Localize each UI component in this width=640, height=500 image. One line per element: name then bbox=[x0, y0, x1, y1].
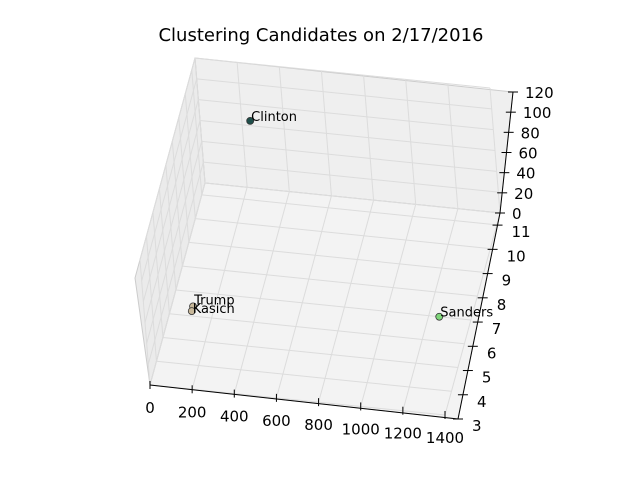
grid-line bbox=[146, 141, 203, 344]
point-clinton bbox=[246, 117, 255, 125]
x-axis-line bbox=[149, 384, 459, 420]
grid-line bbox=[149, 182, 206, 386]
y-tick-label: 5 bbox=[482, 369, 492, 387]
x-tick-label: 1400 bbox=[426, 429, 464, 447]
y-tick-label: 7 bbox=[492, 320, 502, 338]
y-axis-line bbox=[457, 212, 501, 420]
grid-line bbox=[175, 289, 471, 321]
grid-line bbox=[199, 120, 496, 151]
grid-line bbox=[198, 99, 494, 131]
x-tick-label: 600 bbox=[262, 412, 291, 430]
grid-line bbox=[204, 182, 501, 214]
y-tick-label: 9 bbox=[502, 272, 512, 290]
point-label-trump: Trump bbox=[193, 293, 235, 308]
x-tick-label: 400 bbox=[220, 408, 249, 426]
grid-line bbox=[162, 336, 458, 368]
grid-line bbox=[182, 265, 478, 297]
y-tick-label: 3 bbox=[472, 417, 482, 435]
x-tick-label: 800 bbox=[304, 416, 333, 434]
z-tick-label: 120 bbox=[525, 84, 554, 102]
grid-lines bbox=[139, 57, 501, 416]
grid-line bbox=[194, 57, 491, 89]
z-tick-label: 100 bbox=[523, 104, 552, 122]
grid-line bbox=[195, 218, 491, 250]
grid-line bbox=[188, 241, 484, 273]
z-tick-label: 60 bbox=[519, 145, 538, 163]
y-tick-label: 8 bbox=[497, 296, 507, 314]
y-tick-label: 10 bbox=[507, 247, 526, 265]
grid-line bbox=[156, 360, 452, 392]
z-tick-label: 40 bbox=[516, 165, 535, 183]
grid-line bbox=[201, 140, 497, 172]
tick-labels: 0 200 400 600 800 1000 1200 1400345678910110204… bbox=[145, 84, 553, 447]
point-label-clinton: Clinton bbox=[251, 110, 297, 125]
x-tick-label: 1200 bbox=[384, 425, 422, 443]
z-tick-label: 0 bbox=[512, 205, 522, 223]
point-kasich bbox=[187, 307, 196, 315]
point-label-sanders: Sanders bbox=[440, 306, 493, 321]
grid-line bbox=[191, 187, 248, 390]
grid-line bbox=[139, 57, 196, 261]
grid-line bbox=[233, 191, 290, 394]
grid-line bbox=[275, 195, 332, 398]
tick-marks bbox=[149, 91, 518, 420]
grid-line bbox=[402, 208, 459, 411]
grid-line bbox=[360, 204, 417, 407]
grid-line bbox=[144, 120, 201, 323]
x-tick-label: 200 bbox=[178, 403, 207, 421]
grid-line bbox=[444, 212, 501, 416]
grid-line bbox=[169, 313, 465, 345]
grid-line bbox=[196, 78, 492, 110]
y-tick-label: 11 bbox=[512, 223, 531, 241]
grid-line bbox=[318, 200, 375, 403]
grid-line bbox=[141, 78, 198, 281]
z-tick-label: 80 bbox=[521, 124, 540, 142]
grid-line bbox=[142, 99, 199, 302]
z-tick-label: 20 bbox=[514, 185, 533, 203]
y-tick-label: 6 bbox=[487, 344, 497, 362]
grid-line bbox=[203, 161, 499, 193]
x-tick-label: 0 bbox=[145, 399, 155, 417]
y-tick-label: 4 bbox=[477, 393, 487, 411]
x-tick-label: 1000 bbox=[342, 420, 380, 438]
point-label-kasich: Kasich bbox=[193, 302, 235, 317]
grid-line bbox=[147, 162, 204, 365]
point-sanders bbox=[435, 312, 444, 321]
grid-line bbox=[201, 194, 497, 226]
chart-title: Clustering Candidates on 2/17/2016 bbox=[158, 25, 483, 46]
data-points bbox=[187, 117, 444, 321]
